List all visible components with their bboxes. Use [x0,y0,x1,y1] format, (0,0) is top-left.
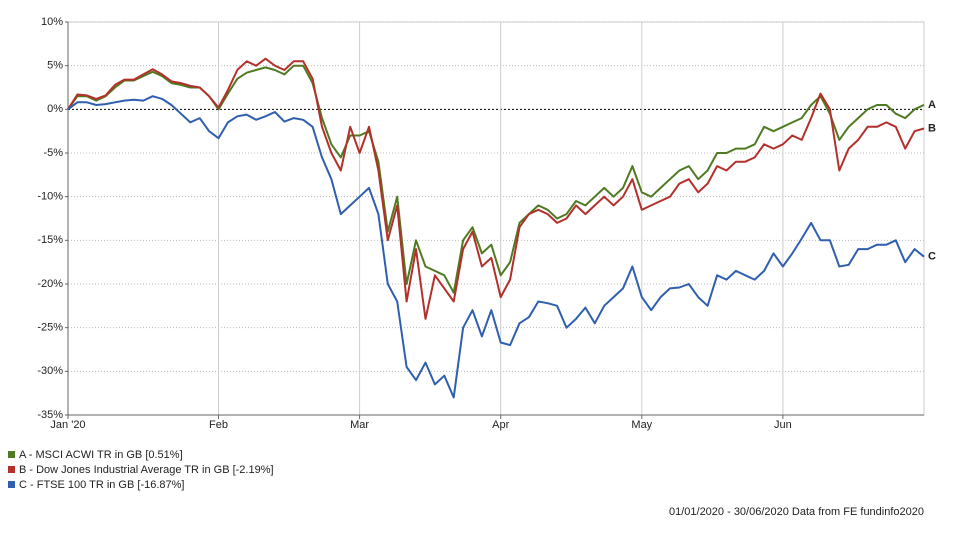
legend-swatch [8,481,15,488]
y-tick-label: -30% [37,365,63,377]
x-tick-label: Feb [209,419,228,431]
legend-label: A - MSCI ACWI TR in GB [0.51%] [19,449,183,461]
legend-label: C - FTSE 100 TR in GB [-16.87%] [19,479,184,491]
y-tick-label: 10% [41,16,63,28]
x-tick-label: Jun [774,419,792,431]
y-tick-label: -25% [37,322,63,334]
legend-swatch [8,451,15,458]
plot-area [67,21,925,416]
series-line [67,95,925,399]
x-tick-label: Mar [350,419,369,431]
end-label: A [928,99,936,111]
y-tick-label: -35% [37,409,63,421]
legend-label: B - Dow Jones Industrial Average TR in G… [19,464,274,476]
series-line [67,64,925,294]
x-tick-label: Apr [492,419,509,431]
series-line [67,57,925,320]
y-tick-label: -10% [37,191,63,203]
end-label: C [928,251,936,263]
footer: 01/01/2020 - 30/06/2020 Data from FE fun… [669,506,924,518]
x-tick-label: May [631,419,652,431]
y-tick-label: -20% [37,278,63,290]
y-tick-label: -5% [43,147,63,159]
legend-swatch [8,466,15,473]
y-tick-label: 0% [47,103,63,115]
y-tick-label: 5% [47,60,63,72]
x-tick-label: Jan '20 [50,419,85,431]
y-tick-label: -15% [37,234,63,246]
end-label: B [928,122,936,134]
